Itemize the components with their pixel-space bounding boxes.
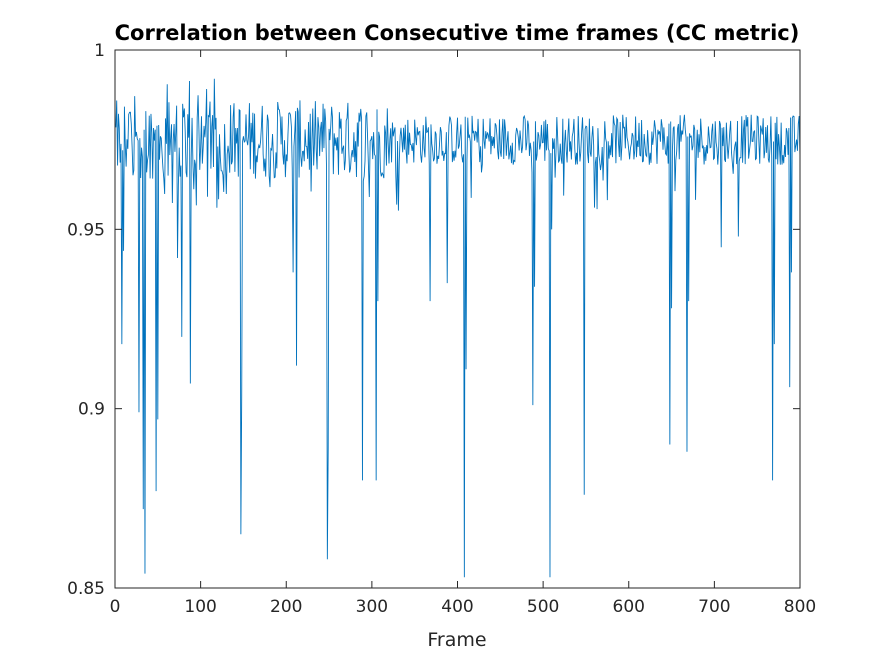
x-tick-label: 100: [184, 597, 216, 617]
x-tick-label: 400: [441, 597, 473, 617]
chart-title: Correlation between Consecutive time fra…: [115, 21, 800, 45]
y-tick-label: 0.9: [78, 400, 105, 420]
x-tick-label: 700: [698, 597, 730, 617]
x-tick-label: 200: [270, 597, 302, 617]
x-tick-label: 800: [784, 597, 816, 617]
ticks-layer: 0 100 200 300 400 500 600 700 800 0.85 0.9 0.95 1: [67, 41, 816, 617]
x-axis-label: Frame: [427, 629, 486, 651]
series-layer: [115, 78, 801, 578]
y-tick-label: 0.95: [67, 220, 105, 240]
x-tick-label: 500: [527, 597, 559, 617]
x-tick-label: 600: [613, 597, 645, 617]
series-line: [115, 78, 801, 578]
y-tick-label: 0.85: [67, 579, 105, 599]
y-tick-label: 1: [94, 41, 105, 61]
x-tick-label: 300: [356, 597, 388, 617]
x-tick-label: 0: [110, 597, 121, 617]
